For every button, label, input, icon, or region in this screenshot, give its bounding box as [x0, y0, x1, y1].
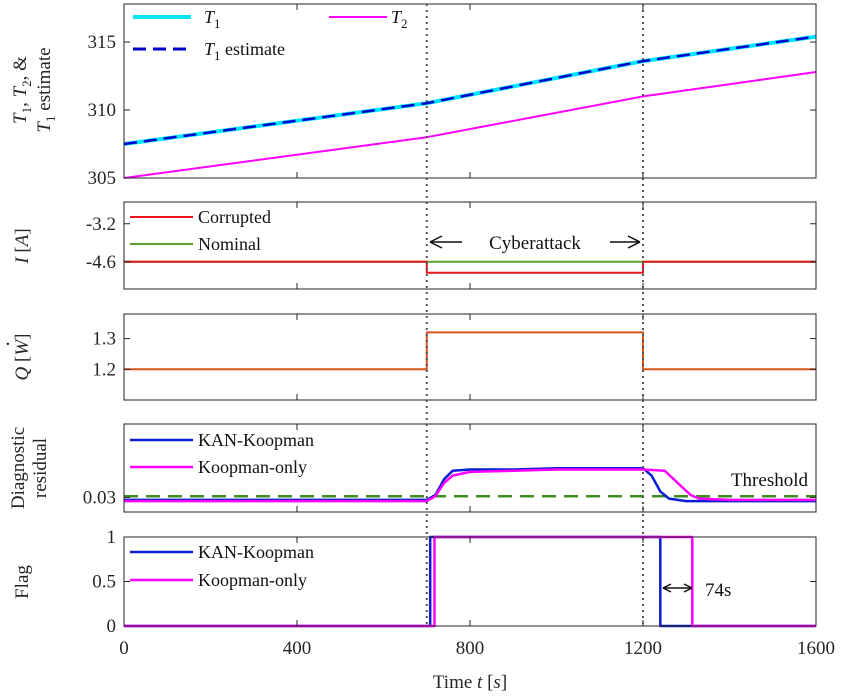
ytick-label-p5: 0 — [107, 616, 117, 637]
series-p1-t1-estimate — [123, 35, 817, 146]
legend-panel2: Corrupted Nominal — [130, 207, 271, 254]
cyberattack-label: Cyberattack — [489, 233, 581, 254]
ytick-label-p2: -4.6 — [86, 252, 116, 273]
ylabel-panel2: I [A] — [12, 228, 33, 264]
axes-box-panel3 — [123, 313, 817, 401]
ytick-label-p1: 315 — [88, 32, 117, 53]
ylabel-panel3: Q [W] — [12, 334, 33, 381]
legend-p4-koopman-label: Koopman-only — [198, 457, 307, 477]
axes-box-panel1 — [123, 3, 817, 179]
qdot-dot: · — [0, 341, 19, 347]
ytick-label-p3: 1.2 — [92, 359, 116, 380]
legend-corrupted-label: Corrupted — [198, 207, 271, 227]
xtick-label: 1600 — [797, 638, 835, 659]
legend-panel4: KAN-Koopman Koopman-only — [130, 430, 314, 477]
ylabel-panel4-line2: residual — [30, 438, 51, 498]
delay-label: 74s — [705, 580, 731, 601]
xtick-label: 0 — [119, 638, 129, 659]
ylabel-panel1-line1: T1, T2, & — [10, 56, 34, 124]
ytick-label-p1: 310 — [88, 100, 117, 121]
xtick-label: 400 — [283, 638, 312, 659]
legend-nominal-label: Nominal — [198, 234, 261, 254]
cyberattack-annotation: Cyberattack — [429, 233, 641, 254]
threshold-label: Threshold — [731, 470, 809, 491]
series-p2-corrupted — [124, 260, 816, 274]
ytick-label-p5: 0.5 — [92, 572, 116, 593]
legend-p5-koopman-label: Koopman-only — [198, 570, 307, 590]
legend-panel1: T1 T2 T1 estimate — [133, 7, 408, 63]
legend-p5-kan-label: KAN-Koopman — [198, 542, 314, 562]
legend-p4-kan-label: KAN-Koopman — [198, 430, 314, 450]
xlabel: Time t [s] — [433, 672, 507, 693]
legend-panel5: KAN-Koopman Koopman-only — [130, 542, 314, 590]
cyberattack-arrowhead-left — [429, 235, 443, 249]
series-p4-koopman-only — [124, 468, 816, 503]
ytick-label-p5: 1 — [107, 527, 117, 548]
ytick-label-p2: -3.2 — [86, 214, 116, 235]
cyberattack-arrowhead-right — [627, 235, 641, 249]
delay-arrowheads — [662, 583, 693, 593]
ytick-label-p3: 1.3 — [92, 329, 116, 350]
ylabel-panel4-line1: Diagnostic — [8, 427, 29, 509]
series-p1-t2 — [123, 71, 817, 179]
xtick-label: 1200 — [624, 638, 662, 659]
ytick-label-p1: 305 — [88, 168, 117, 189]
legend-t2-label: T2 — [391, 7, 408, 31]
ylabel-panel5: Flag — [12, 565, 33, 599]
legend-t1-label: T1 — [204, 7, 221, 31]
delay-annotation: 74s — [662, 580, 731, 601]
xtick-label: 800 — [456, 638, 485, 659]
plots-layer: 305 310 315 -4.6 -3.2 1.2 1.3 0.03 0 0.5 1 0 400 800 1… — [83, 3, 835, 659]
legend-t1-estimate-label: T1 estimate — [204, 39, 285, 63]
series-p3-q-dot — [124, 331, 816, 371]
ylabel-panel1-line2: T1 estimate — [34, 47, 58, 132]
ytick-label-p4: 0.03 — [83, 487, 116, 508]
